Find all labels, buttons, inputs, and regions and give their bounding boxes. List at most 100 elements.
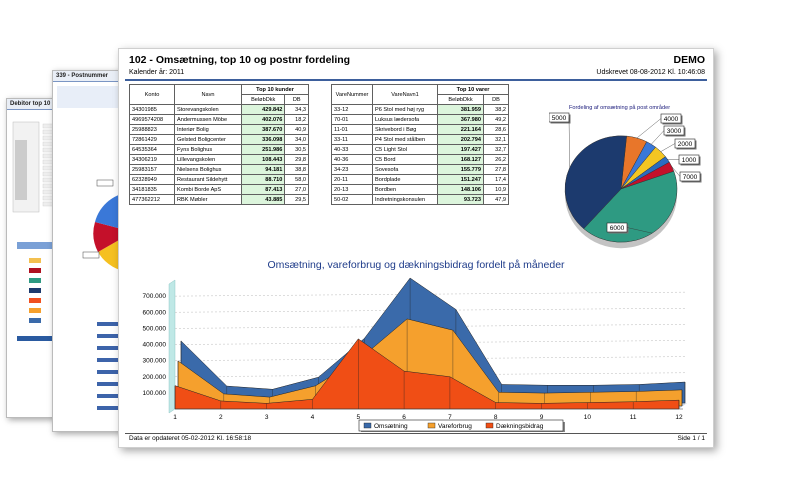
product-cell-nr: 50-02 xyxy=(331,194,373,205)
customer-cell-db: 34,0 xyxy=(284,134,309,145)
svg-text:3000: 3000 xyxy=(667,128,682,135)
product-cell-belob: 148.106 xyxy=(437,184,484,195)
x-tick-label: 11 xyxy=(630,414,637,421)
x-tick-label: 6 xyxy=(402,414,406,421)
customer-cell-belob: 108.443 xyxy=(240,154,286,165)
product-row: 50-02 Indretningskonsulen 93.723 47,9 xyxy=(331,194,509,205)
data-updated-timestamp: Data er opdateret 05-02-2012 Kl. 16:58:1… xyxy=(129,435,252,442)
customer-row: 62328949 Restaurant Sildehytt 88.710 58,0 xyxy=(129,174,309,185)
area-chart-legend: Omsætning Vareforbrug Dækningsbidrag xyxy=(358,419,565,432)
customer-cell-db: 29,5 xyxy=(284,194,309,205)
product-cell-belob: 221.164 xyxy=(437,124,484,135)
postal-area-pie-chart: 4000 3000 2000 1000 7000 6000 5000 xyxy=(549,112,702,249)
pie-label-1000: 1000 xyxy=(678,154,701,166)
customer-cell-konto: 477362212 xyxy=(129,194,175,205)
product-cell-navn: Bordben xyxy=(372,184,438,195)
x-tick-label: 7 xyxy=(448,414,452,421)
col-header-navn: Navn xyxy=(174,84,242,105)
col-header-belob: BeløbDkk xyxy=(437,94,484,105)
product-cell-nr: 20-13 xyxy=(331,184,373,195)
legend-swatch xyxy=(485,422,494,429)
customer-cell-belob: 94.181 xyxy=(240,164,286,175)
customer-cell-navn: Lillevangskolen xyxy=(174,154,242,165)
product-cell-navn: Skrivebord i Bøg xyxy=(372,124,438,135)
customer-row: 72861429 Gelsted Boligcenter 336.098 34,0 xyxy=(129,134,309,145)
main-report-page: 102 - Omsætning, top 10 og postnr fordel… xyxy=(118,48,714,448)
area-chart-title: Omsætning, vareforbrug og dækningsbidrag… xyxy=(267,259,565,271)
product-row: 40-33 C5 Light Stol 197.427 32,7 xyxy=(331,144,509,155)
product-cell-nr: 11-01 xyxy=(331,124,373,135)
svg-text:2000: 2000 xyxy=(678,141,693,148)
footer-divider xyxy=(125,433,707,434)
pie-label-2000: 2000 xyxy=(674,138,697,150)
customer-cell-navn: Nielsens Bolighus xyxy=(174,164,242,175)
customer-cell-db: 30,5 xyxy=(284,144,309,155)
customer-cell-konto: 72861429 xyxy=(129,134,175,145)
product-row: 20-11 Bordplade 151.247 17,4 xyxy=(331,174,509,185)
report-title: 102 - Omsætning, top 10 og postnr fordel… xyxy=(129,54,351,66)
product-cell-navn: Luksus lædersofa xyxy=(372,114,438,125)
pie-slice-5000 xyxy=(564,135,627,230)
customer-cell-db: 29,8 xyxy=(284,154,309,165)
customer-cell-navn: Andermussen Möbe xyxy=(174,114,242,125)
x-tick-label: 5 xyxy=(356,414,360,421)
product-cell-navn: P4 Stol med stålben xyxy=(372,134,438,145)
customer-row: 34181835 Kombi Borde ApS 87.413 27,0 xyxy=(129,184,309,195)
pie-label-4000: 4000 xyxy=(660,113,683,125)
col-header-varenavn: VareNavn1 xyxy=(372,84,438,105)
customer-cell-navn: Fyns Bolighus xyxy=(174,144,242,155)
group-header-top-products: Top 10 varer xyxy=(437,84,509,95)
customer-cell-navn: Storevangskolen xyxy=(174,104,242,115)
product-cell-nr: 33-11 xyxy=(331,134,373,145)
customer-row: 25988823 Interiør Bolig 387.670 40,9 xyxy=(129,124,309,135)
product-cell-nr: 20-11 xyxy=(331,174,373,185)
customer-cell-db: 38,8 xyxy=(284,164,309,175)
legend-label: Vareforbrug xyxy=(438,423,472,430)
customer-cell-navn: Kombi Borde ApS xyxy=(174,184,242,195)
header-divider xyxy=(125,79,707,81)
customer-row: 34301985 Storevangskolen 429.842 34,3 xyxy=(129,104,309,115)
customer-cell-navn: Interiør Bolig xyxy=(174,124,242,135)
x-tick-label: 12 xyxy=(675,414,683,421)
y-tick-label: 300.000 xyxy=(143,358,167,365)
product-cell-db: 17,4 xyxy=(483,174,509,185)
x-tick-label: 8 xyxy=(494,414,498,421)
product-cell-navn: P6 Stol med høj ryg xyxy=(372,104,438,115)
product-cell-db: 10,9 xyxy=(483,184,509,195)
col-header-konto: Konto xyxy=(129,84,175,105)
legend-swatch xyxy=(363,422,372,429)
product-cell-navn: Bordplade xyxy=(372,174,438,185)
customer-cell-belob: 251.986 xyxy=(240,144,286,155)
product-cell-belob: 168.127 xyxy=(437,154,484,165)
svg-text:6000: 6000 xyxy=(610,225,625,232)
product-cell-belob: 151.247 xyxy=(437,174,484,185)
product-cell-db: 47,9 xyxy=(483,194,509,205)
customer-cell-belob: 43.885 xyxy=(240,194,286,205)
product-cell-db: 27,8 xyxy=(483,164,509,175)
product-cell-navn: Indretningskonsulen xyxy=(372,194,438,205)
product-row: 33-11 P4 Stol med stålben 202.794 32,1 xyxy=(331,134,509,145)
pie-label-7000: 7000 xyxy=(679,171,702,183)
top-customers-table: Konto Navn Top 10 kunder BeløbDkk DB 343… xyxy=(129,84,309,205)
x-tick-label: 1 xyxy=(173,414,177,421)
pie-label-5000: 5000 xyxy=(549,112,571,124)
svg-text:5000: 5000 xyxy=(552,115,567,122)
product-cell-belob: 381.959 xyxy=(437,104,484,115)
y-tick-label: 100.000 xyxy=(143,390,167,397)
product-cell-db: 49,2 xyxy=(483,114,509,125)
customer-row: 4969574208 Andermussen Möbe 402.076 18,2 xyxy=(129,114,309,125)
y-tick-label: 700.000 xyxy=(143,293,167,300)
product-row: 20-13 Bordben 148.106 10,9 xyxy=(331,184,509,195)
customer-cell-belob: 88.710 xyxy=(240,174,286,185)
x-tick-label: 9 xyxy=(540,414,544,421)
area-series-Vareforbrug xyxy=(177,318,683,407)
col-header-db: DB xyxy=(284,94,309,105)
y-tick-label: 200.000 xyxy=(143,374,167,381)
product-cell-db: 26,2 xyxy=(483,154,509,165)
y-tick-label: 400.000 xyxy=(143,342,167,349)
svg-text:4000: 4000 xyxy=(664,116,679,123)
product-cell-db: 32,7 xyxy=(483,144,509,155)
product-row: 33-12 P6 Stol med høj ryg 381.959 38,2 xyxy=(331,104,509,115)
legend-label: Omsætning xyxy=(374,423,408,430)
product-cell-navn: C5 Light Stol xyxy=(372,144,438,155)
